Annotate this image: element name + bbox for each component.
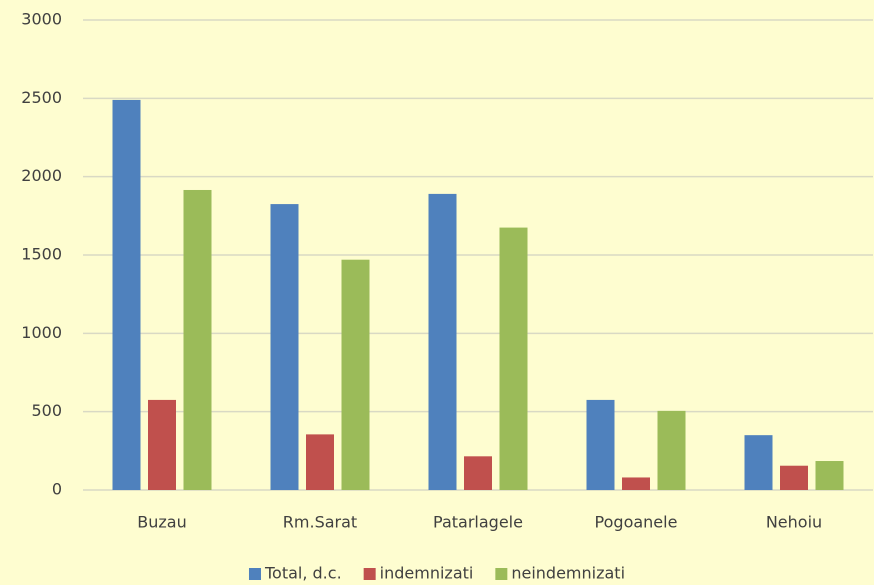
bar xyxy=(499,227,528,491)
x-tick-label: Buzau xyxy=(137,513,186,532)
legend-label: indemnizati xyxy=(380,564,474,583)
bar xyxy=(586,399,615,490)
bar xyxy=(622,477,650,490)
bar xyxy=(306,434,334,490)
y-tick-label: 3000 xyxy=(21,10,62,29)
bar xyxy=(148,399,176,490)
x-tick-label: Patarlagele xyxy=(433,513,523,532)
bar xyxy=(464,456,492,490)
y-tick-label: 500 xyxy=(31,401,62,420)
y-tick-label: 1000 xyxy=(21,323,62,342)
y-tick-label: 2500 xyxy=(21,88,62,107)
bar xyxy=(657,410,686,490)
x-tick-label: Rm.Sarat xyxy=(283,513,357,532)
legend-swatch xyxy=(363,568,376,580)
bar xyxy=(428,193,457,490)
legend-swatch xyxy=(495,568,508,580)
legend-swatch xyxy=(248,568,261,580)
bar xyxy=(112,99,141,491)
bar xyxy=(341,259,370,490)
bar xyxy=(815,461,844,490)
bar xyxy=(270,204,299,491)
y-tick-label: 2000 xyxy=(21,166,62,185)
x-tick-label: Pogoanele xyxy=(595,513,678,532)
x-tick-label: Nehoiu xyxy=(766,513,822,532)
bar xyxy=(780,465,808,490)
y-tick-label: 0 xyxy=(52,480,62,499)
legend-label: neindemnizati xyxy=(511,564,625,583)
bar xyxy=(183,189,212,490)
y-tick-label: 1500 xyxy=(21,245,62,264)
legend-label: Total, d.c. xyxy=(264,564,342,583)
bar xyxy=(744,435,773,490)
